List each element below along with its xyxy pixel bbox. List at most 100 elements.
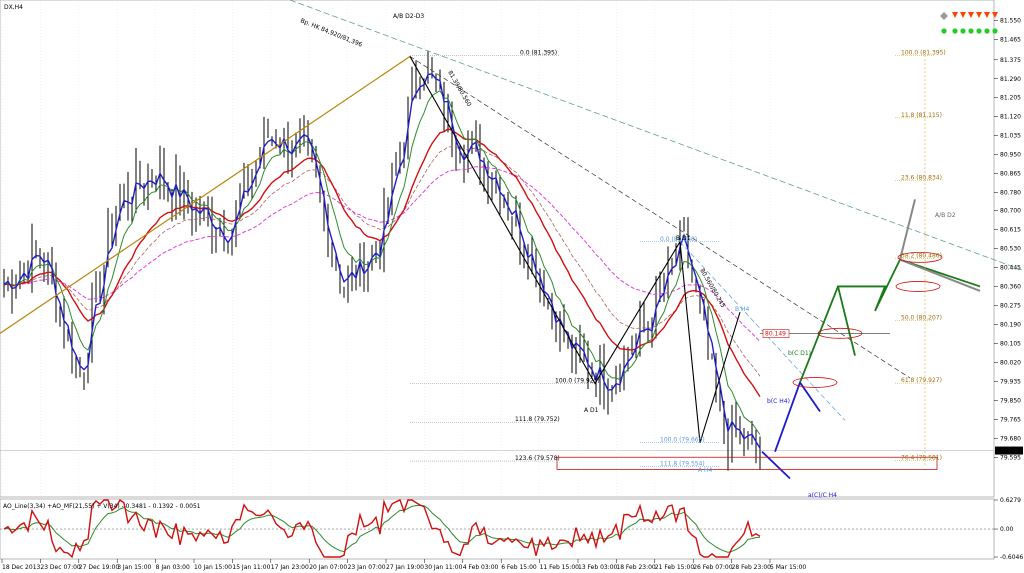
osc-y-tick-label: 0.6279 — [1000, 497, 1021, 504]
x-tick-label: 27 Dec 19:00 — [79, 564, 120, 571]
x-tick-label: 13 Feb 03:00 — [578, 564, 618, 571]
fib-right-label: 50.0 (80.207) — [901, 315, 942, 322]
ema-slow-dash-line — [3, 146, 761, 377]
fib-right-label: 61.8 (79.927) — [901, 377, 942, 384]
x-tick-label: 10 Jan 15:00 — [194, 564, 232, 571]
y-tick-label: 81.035 — [1000, 133, 1021, 140]
current-price-tag — [995, 446, 1023, 455]
status-dot-icon — [976, 28, 982, 34]
fib-right-label: 23.6 (80.834) — [901, 175, 942, 182]
level-label: 80.149 — [765, 331, 786, 338]
arrow-down-icon — [984, 12, 990, 18]
y-tick-label: 81.290 — [1000, 76, 1021, 83]
x-tick-label: 18 Feb 23:00 — [616, 564, 656, 571]
arrow-down-icon — [992, 12, 998, 18]
projection-blue-2 — [761, 451, 791, 480]
x-tick-label: 8 Jan 03:00 — [156, 564, 190, 571]
arrow-down-icon — [976, 12, 982, 18]
status-dot-icon — [968, 28, 974, 34]
y-tick-label: 79.935 — [1000, 378, 1021, 385]
ema-fast-line — [3, 73, 761, 449]
y-tick-label: 79.595 — [1000, 454, 1021, 461]
fib-left-label: 111.8 (79.752) — [515, 416, 560, 423]
current-price-label: 79.625 — [998, 448, 1019, 455]
y-tick-label: 80.950 — [1000, 152, 1021, 159]
x-tick-label: 3 Jan 15:00 — [117, 564, 151, 571]
status-dot-icon — [992, 28, 998, 34]
osc-y-tick-label: 0.00 — [1000, 526, 1014, 533]
y-tick-label: 79.680 — [1000, 435, 1021, 442]
x-tick-label: 26 Feb 07:00 — [693, 564, 733, 571]
x-tick-label: 18 Dec 2013 — [2, 564, 41, 571]
annotation-b-c-d1: b(C D1) — [788, 350, 811, 357]
projection-gray — [899, 199, 916, 260]
fib-left-label: 0.0 (81.395) — [520, 49, 557, 56]
arrow-down-icon — [952, 12, 958, 18]
fib-mid-label: 111.8 (79.554) — [660, 460, 705, 467]
signal-icons — [940, 12, 998, 34]
osc-y-tick-label: -0.6046 — [1000, 554, 1023, 561]
status-dot-icon — [960, 28, 966, 34]
y-tick-label: 81.550 — [1000, 18, 1021, 25]
x-tick-label: 5 Mar 15:00 — [770, 564, 806, 571]
projection-gray-2 — [899, 258, 981, 292]
fib-right-label: 38.2 (80.486) — [901, 252, 942, 259]
x-tick-label: 17 Jan 23:00 — [271, 564, 309, 571]
ema-mid-line — [3, 90, 761, 435]
y-tick-label: 80.020 — [1000, 359, 1021, 366]
annotation-ab-d2-d3: A/B D2-D3 — [393, 13, 424, 20]
x-tick-label: 27 Jan 19:00 — [386, 564, 424, 571]
y-tick-label: 80.615 — [1000, 226, 1021, 233]
y-tick-label: 79.850 — [1000, 397, 1021, 404]
target-ellipse — [897, 251, 943, 263]
y-tick-label: 81.375 — [1000, 57, 1021, 64]
oscillator-header: AO_Line(3,34) +AO_MF(21,55) + V(34) - 0.… — [3, 503, 201, 510]
y-tick-label: 80.275 — [1000, 302, 1021, 309]
annotation-ab-d2: A/B D2 — [935, 212, 956, 219]
x-tick-label: 11 Feb 15:00 — [540, 564, 580, 571]
y-tick-label: 80.105 — [1000, 340, 1021, 347]
annotation-a-c-h4: a(C)/C H4 — [808, 492, 837, 499]
y-tick-label: 81.465 — [1000, 37, 1021, 44]
x-tick-label: 28 Feb 23:00 — [732, 564, 772, 571]
fib-mid-label: 100.0 (79.660) — [660, 437, 705, 444]
status-dot-icon — [952, 28, 958, 34]
y-tick-label: 80.865 — [1000, 171, 1021, 178]
y-tick-label: 80.190 — [1000, 321, 1021, 328]
x-tick-label: 4 Feb 03:00 — [463, 564, 499, 571]
projection-green-branch — [837, 286, 856, 356]
level-tag — [762, 329, 790, 338]
target-ellipse — [895, 281, 941, 292]
x-tick-label: 23 Dec 07:00 — [40, 564, 81, 571]
fib-left-label: 123.6 (79.578) — [515, 455, 560, 462]
ema-200-line — [3, 166, 761, 343]
fib-left-label: 100.0 (79.925) — [555, 378, 600, 385]
fib-mid-label: 0.0 (80.560) — [660, 236, 697, 243]
x-tick-label: 23 Jan 07:00 — [348, 564, 386, 571]
y-tick-label: 80.780 — [1000, 190, 1021, 197]
target-ellipse — [792, 377, 838, 388]
trendline-gold — [0, 55, 411, 334]
x-tick-label: 15 Jan 11:00 — [232, 564, 270, 571]
fib-right-label: 76.4 (79.581) — [901, 454, 942, 461]
trendline-teal — [289, 0, 1024, 272]
x-tick-label: 20 Jan 07:00 — [309, 564, 347, 571]
annotation-b-h4: B H4 — [735, 306, 750, 313]
trendline-black-dash — [409, 56, 911, 379]
status-dot-icon — [941, 28, 947, 34]
fib-right-label: 100.0 (81.395) — [901, 49, 946, 56]
annotation-b-d1: B D1 — [676, 235, 691, 242]
target-zone — [556, 456, 938, 470]
grid — [0, 0, 994, 497]
trendline-blue-dash — [679, 241, 846, 421]
y-tick-label: 81.120 — [1000, 114, 1021, 121]
annotation-a-d1: A D1 — [584, 407, 599, 414]
y-tick-label: 80.445 — [1000, 264, 1021, 271]
price-axis: 81.550 81.465 81.375 81.290 81.205 81.120 81.0… — [994, 18, 1023, 561]
osc-ao-line — [3, 498, 761, 559]
y-tick-label: 80.700 — [1000, 208, 1021, 215]
arrow-down-icon — [968, 12, 974, 18]
